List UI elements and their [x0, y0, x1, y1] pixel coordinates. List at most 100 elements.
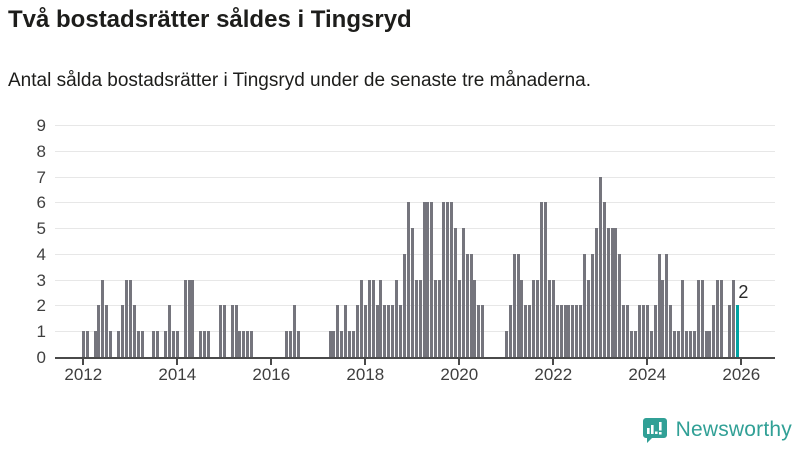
bar [700, 279, 704, 357]
newsworthy-logo-icon [642, 417, 668, 443]
bar [426, 202, 430, 357]
bar [610, 228, 614, 357]
bar [645, 305, 649, 357]
bar [626, 305, 630, 357]
bar [477, 305, 481, 357]
bar [105, 305, 109, 357]
bar [657, 253, 661, 357]
bar [442, 202, 446, 357]
bar [547, 279, 551, 357]
y-tick-label: 5 [36, 219, 46, 239]
bar [716, 279, 720, 357]
bar [297, 331, 301, 357]
bar [622, 305, 626, 357]
x-axis-tick [552, 359, 555, 365]
bar [465, 253, 469, 357]
bar [590, 253, 594, 357]
bar [222, 305, 226, 357]
bar [363, 305, 367, 357]
x-axis-tick [176, 359, 179, 365]
y-tick-label: 6 [36, 193, 46, 213]
x-tick-label: 2026 [722, 365, 761, 384]
bar-highlighted-latest [735, 305, 739, 357]
x-axis-tick [364, 359, 367, 365]
bar [164, 331, 168, 357]
bar [250, 331, 254, 357]
bar [395, 279, 399, 357]
bar [453, 228, 457, 357]
y-tick-label: 9 [36, 116, 46, 135]
bar [359, 279, 363, 357]
bar [332, 331, 336, 357]
bar [594, 228, 598, 357]
bar [457, 279, 461, 357]
bar [473, 279, 477, 357]
bar [504, 331, 508, 357]
x-tick-label: 2022 [534, 365, 573, 384]
bar [634, 331, 638, 357]
bar [152, 331, 156, 357]
bar [681, 279, 685, 357]
bar [85, 331, 89, 357]
bar [348, 331, 352, 357]
bar [391, 305, 395, 357]
bar [328, 331, 332, 357]
bar [669, 305, 673, 357]
x-tick-label: 2018 [346, 365, 385, 384]
bar [602, 202, 606, 357]
bar [246, 331, 250, 357]
bar [555, 305, 559, 357]
y-tick-label: 1 [36, 322, 46, 342]
bar [207, 331, 211, 357]
bar [461, 228, 465, 357]
bar [101, 279, 105, 357]
bar [117, 331, 121, 357]
bar [677, 331, 681, 357]
bar [630, 331, 634, 357]
bar [289, 331, 293, 357]
bar [430, 202, 434, 357]
bar [551, 279, 555, 357]
bar [399, 305, 403, 357]
bar [731, 279, 735, 357]
y-tick-label: 3 [36, 270, 46, 290]
bar [120, 305, 124, 357]
bar [128, 279, 132, 357]
bar [524, 305, 528, 357]
x-tick-label: 2024 [628, 365, 667, 384]
bar [661, 279, 665, 357]
x-axis-tick [458, 359, 461, 365]
x-axis-line [55, 356, 775, 359]
bar [191, 279, 195, 357]
bar [692, 331, 696, 357]
gridline-y-9 [55, 125, 775, 126]
bar [375, 305, 379, 357]
bar [512, 253, 516, 357]
bar [614, 228, 618, 357]
bar [528, 305, 532, 357]
bar [520, 279, 524, 357]
bar [688, 331, 692, 357]
gridline-y-6 [55, 202, 775, 204]
bar [414, 279, 418, 357]
bar [536, 279, 540, 357]
y-tick-label: 2 [36, 296, 46, 316]
bar [156, 331, 160, 357]
bar [199, 331, 203, 357]
bar [665, 253, 669, 357]
gridline-y-7 [55, 176, 775, 178]
bar [684, 331, 688, 357]
gridline-y-5 [55, 228, 775, 230]
x-tick-label: 2016 [252, 365, 291, 384]
bar [238, 331, 242, 357]
bar [598, 176, 602, 357]
bar [728, 305, 732, 357]
y-tick-label: 4 [36, 244, 46, 264]
bar [81, 331, 85, 357]
x-tick-label: 2012 [64, 365, 103, 384]
x-tick-label: 2020 [440, 365, 479, 384]
newsworthy-logo-text: Newsworthy [675, 418, 792, 441]
bar [606, 228, 610, 357]
bar [704, 331, 708, 357]
bar [293, 305, 297, 357]
